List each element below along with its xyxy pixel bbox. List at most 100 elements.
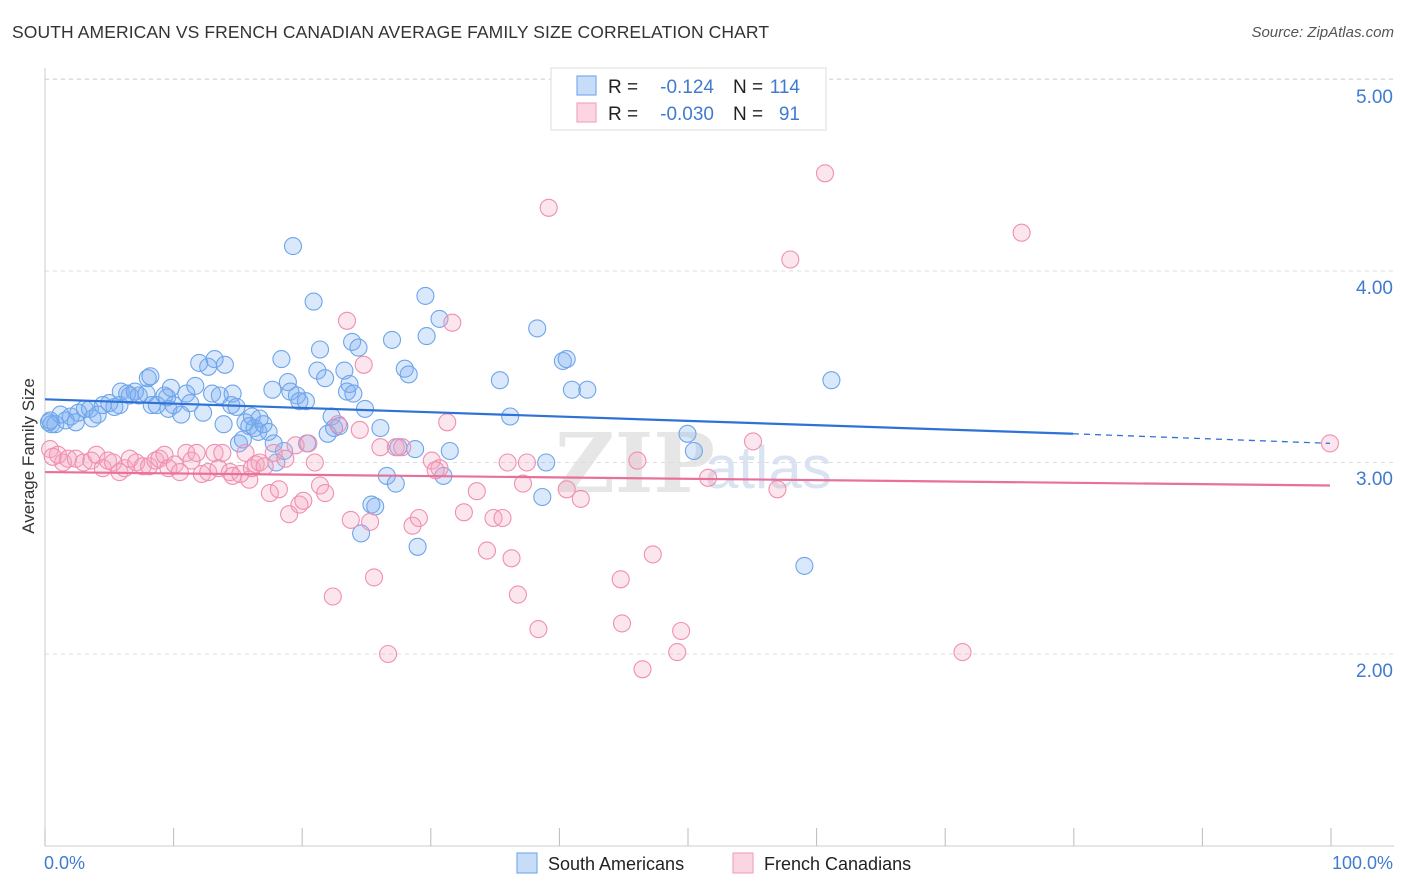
legend-n-value-1: 114 bbox=[770, 77, 801, 98]
data-point bbox=[223, 384, 242, 403]
data-point bbox=[517, 453, 536, 472]
watermark-atlas: atlas bbox=[705, 434, 832, 501]
series-legend: South Americans French Canadians bbox=[516, 852, 911, 874]
data-point bbox=[399, 365, 418, 384]
data-point bbox=[344, 384, 363, 403]
data-point bbox=[194, 403, 213, 422]
data-point bbox=[158, 388, 177, 407]
data-point bbox=[264, 434, 283, 453]
data-point bbox=[417, 327, 436, 346]
data-point bbox=[308, 361, 327, 380]
data-point bbox=[562, 380, 581, 399]
series-south-americans bbox=[39, 237, 841, 575]
legend-swatch-south-americans bbox=[576, 75, 597, 96]
data-point bbox=[269, 480, 288, 499]
data-point bbox=[426, 461, 445, 480]
legend-r-value-1: -0.124 bbox=[660, 77, 714, 98]
data-point bbox=[294, 491, 313, 510]
data-point bbox=[501, 407, 520, 426]
data-point bbox=[323, 587, 342, 606]
data-point bbox=[409, 508, 428, 528]
data-point bbox=[276, 449, 295, 468]
data-point bbox=[528, 319, 547, 338]
gridlines bbox=[45, 78, 1394, 655]
data-point bbox=[296, 392, 315, 411]
data-point bbox=[341, 510, 360, 529]
x-tick-marks bbox=[44, 828, 1332, 846]
data-point bbox=[335, 361, 354, 380]
y-tick-label-5: 5.00 bbox=[1356, 87, 1393, 108]
data-point bbox=[571, 489, 590, 508]
bottom-legend-label-south-americans: South Americans bbox=[548, 854, 684, 874]
data-point bbox=[260, 484, 279, 503]
bottom-legend-label-french-canadians: French Canadians bbox=[764, 854, 911, 874]
data-point bbox=[498, 453, 517, 472]
data-point bbox=[310, 340, 330, 359]
data-point bbox=[190, 353, 209, 372]
bottom-legend-swatch-french-canadians bbox=[732, 852, 754, 874]
data-point bbox=[1012, 223, 1031, 242]
data-point bbox=[557, 350, 576, 369]
y-tick-label-4: 4.00 bbox=[1356, 278, 1393, 299]
data-point bbox=[953, 643, 972, 662]
data-point bbox=[213, 443, 232, 462]
data-point bbox=[272, 350, 291, 369]
data-point bbox=[364, 568, 384, 587]
data-point bbox=[781, 250, 800, 269]
trend-line-south-americans bbox=[44, 398, 1074, 435]
data-point bbox=[1320, 434, 1340, 453]
data-point bbox=[299, 434, 318, 453]
data-point bbox=[187, 443, 206, 462]
data-point bbox=[170, 463, 189, 482]
data-point bbox=[493, 508, 512, 528]
y-tick-label-2: 2.00 bbox=[1356, 661, 1393, 682]
data-point bbox=[440, 441, 459, 461]
data-point bbox=[628, 451, 647, 470]
data-point bbox=[438, 413, 457, 432]
data-point bbox=[382, 330, 402, 349]
stats-legend: R = -0.124 N = 114 R = -0.030 N = 91 bbox=[550, 67, 827, 131]
data-point bbox=[199, 463, 218, 482]
legend-n-label-2: N = bbox=[733, 104, 763, 125]
data-point bbox=[240, 470, 259, 489]
data-point bbox=[263, 380, 282, 399]
y-tick-label-3: 3.00 bbox=[1356, 469, 1393, 490]
data-point bbox=[186, 376, 205, 395]
data-point bbox=[743, 432, 763, 451]
bottom-legend-swatch-south-americans bbox=[516, 852, 538, 874]
chart-title: SOUTH AMERICAN VS FRENCH CANADIAN AVERAG… bbox=[12, 22, 770, 42]
data-point bbox=[205, 443, 224, 462]
data-point bbox=[205, 350, 224, 369]
data-point bbox=[668, 643, 687, 662]
data-point bbox=[678, 424, 697, 443]
data-point bbox=[529, 620, 548, 639]
data-point bbox=[508, 585, 527, 604]
legend-r-value-2: -0.030 bbox=[660, 104, 714, 125]
stats-legend-box bbox=[550, 67, 827, 131]
data-point bbox=[578, 380, 597, 399]
trend-line-french-canadians bbox=[44, 470, 1331, 487]
data-point bbox=[490, 371, 509, 390]
data-point bbox=[214, 415, 233, 434]
data-point bbox=[386, 438, 405, 457]
legend-n-value-2: 91 bbox=[779, 104, 800, 125]
chart-source: Source: ZipAtlas.com bbox=[1251, 24, 1394, 41]
data-point bbox=[633, 660, 652, 679]
legend-r-label-1: R = bbox=[608, 77, 638, 98]
data-point bbox=[264, 443, 283, 462]
data-point bbox=[533, 487, 552, 507]
data-point bbox=[643, 545, 662, 564]
data-point bbox=[408, 537, 427, 556]
data-point bbox=[138, 369, 157, 388]
data-point bbox=[328, 415, 348, 434]
data-point bbox=[768, 480, 787, 499]
data-point bbox=[393, 438, 412, 457]
data-point bbox=[386, 474, 405, 493]
data-point bbox=[454, 503, 473, 522]
data-point bbox=[203, 384, 222, 403]
x-tick-label-max: 100.0% bbox=[1332, 853, 1393, 873]
data-point bbox=[290, 392, 309, 411]
data-point bbox=[349, 338, 368, 357]
data-point bbox=[340, 374, 359, 394]
